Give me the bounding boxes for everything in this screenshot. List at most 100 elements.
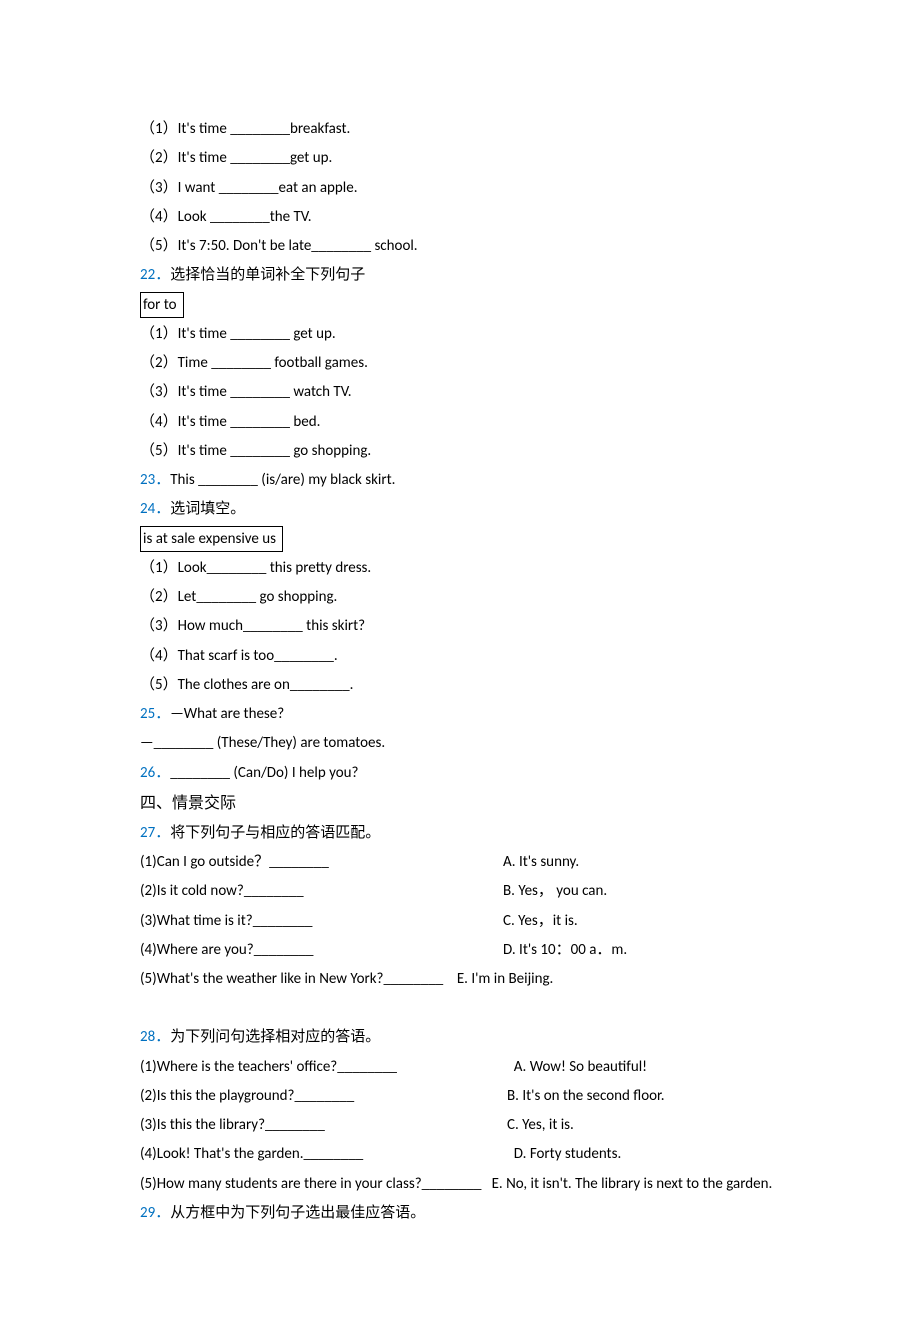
item-pre: How much	[178, 617, 243, 635]
blank[interactable]: ________	[243, 612, 303, 641]
blank[interactable]: ________	[294, 1082, 354, 1111]
blank[interactable]: ________	[230, 408, 290, 437]
item-num: （2）	[140, 588, 178, 606]
blank[interactable]: ________	[230, 320, 290, 349]
item-pre: It's time	[178, 413, 231, 431]
q25-line2: —________ (These/They) are tomatoes.	[140, 729, 790, 758]
q25-pre: —	[140, 734, 154, 752]
match-left: (3)Is this the library?	[140, 1116, 265, 1134]
q22-item-2: （2）Time ________ football games.	[140, 349, 790, 378]
match-left: (4)Where are you?	[140, 941, 254, 959]
q22-item-1: （1）It's time ________ get up.	[140, 320, 790, 349]
q29-prompt: 从方框中为下列句子选出最佳应答语。	[170, 1205, 425, 1221]
q24-item-1: （1）Look________ this pretty dress.	[140, 554, 790, 583]
q22-box-line: for to	[140, 291, 790, 320]
blank[interactable]: ________	[219, 174, 279, 203]
blank[interactable]: ________	[207, 554, 267, 583]
q24-item-5: （5）The clothes are on________.	[140, 671, 790, 700]
blank[interactable]: ________	[290, 671, 350, 700]
item-pre: Let	[178, 588, 197, 606]
item-num: （2）	[140, 149, 178, 167]
match-right: C. Yes，it is.	[503, 907, 578, 936]
item-pre: It's time	[178, 120, 231, 138]
blank[interactable]: ________	[244, 877, 304, 906]
item-post: this pretty dress.	[266, 559, 371, 577]
item-post: this skirt?	[303, 617, 365, 635]
match-left: (4)Look! That's the garden.	[140, 1145, 304, 1163]
spacer	[140, 994, 790, 1023]
q21-item-3: （3）I want ________eat an apple.	[140, 174, 790, 203]
q26-post: (Can/Do) I help you?	[230, 764, 358, 782]
blank[interactable]: ________	[230, 437, 290, 466]
question-number: 25．	[140, 705, 170, 723]
item-post: school.	[371, 237, 418, 255]
q27-row-3: (3)What time is it?________ C. Yes，it is…	[140, 907, 790, 936]
word-box: is at sale expensive us	[140, 526, 283, 552]
q22-item-5: （5）It's time ________ go shopping.	[140, 437, 790, 466]
blank[interactable]: ________	[170, 759, 230, 788]
item-num: （1）	[140, 559, 178, 577]
question-number: 28．	[140, 1028, 170, 1046]
blank[interactable]: ________	[269, 848, 329, 877]
blank[interactable]: ________	[230, 144, 290, 173]
item-pre: It's time	[178, 383, 231, 401]
item-pre: That scarf is too	[178, 647, 275, 665]
blank[interactable]: ________	[198, 466, 258, 495]
question-number: 22．	[140, 266, 170, 284]
q24-item-3: （3）How much________ this skirt?	[140, 612, 790, 641]
item-num: （1）	[140, 120, 178, 138]
item-pre: Look	[178, 208, 210, 226]
blank[interactable]: ________	[210, 203, 270, 232]
q27-row-1: (1)Can I go outside？________ A. It's sun…	[140, 848, 790, 877]
blank[interactable]: ________	[337, 1053, 397, 1082]
section-4-heading: 四、情景交际	[140, 788, 790, 819]
blank[interactable]: ________	[230, 378, 290, 407]
q22-item-3: （3）It's time ________ watch TV.	[140, 378, 790, 407]
match-left: (5)How many students are there in your c…	[140, 1175, 422, 1193]
item-num: （1）	[140, 325, 178, 343]
item-pre: It's time	[178, 442, 231, 460]
q22-item-4: （4）It's time ________ bed.	[140, 408, 790, 437]
q23-post: (is/are) my black skirt.	[258, 471, 396, 489]
match-right: E. No, it isn't. The library is next to …	[481, 1175, 772, 1193]
match-left: (1)Where is the teachers' office?	[140, 1058, 337, 1076]
blank[interactable]: ________	[254, 936, 314, 965]
blank[interactable]: ________	[274, 642, 334, 671]
blank[interactable]: ________	[422, 1170, 482, 1199]
item-num: （3）	[140, 617, 178, 635]
q28-prompt-line: 28．为下列问句选择相对应的答语。	[140, 1023, 790, 1052]
q28-row-3: (3)Is this the library?________ C. Yes, …	[140, 1111, 790, 1140]
q27-prompt: 将下列句子与相应的答语匹配。	[170, 825, 380, 841]
item-pre: I want	[178, 179, 219, 197]
item-post: football games.	[271, 354, 368, 372]
q28-prompt: 为下列问句选择相对应的答语。	[170, 1029, 380, 1045]
blank[interactable]: ________	[304, 1140, 364, 1169]
item-post: get up.	[290, 149, 332, 167]
item-post: watch TV.	[290, 383, 352, 401]
item-pre: Look	[178, 559, 207, 577]
item-post: eat an apple.	[278, 179, 357, 197]
question-number: 29．	[140, 1204, 170, 1222]
item-post: breakfast.	[290, 120, 350, 138]
blank[interactable]: ________	[211, 349, 271, 378]
match-left: (2)Is this the playground?	[140, 1087, 294, 1105]
q28-row-2: (2)Is this the playground?________ B. It…	[140, 1082, 790, 1111]
item-num: （4）	[140, 647, 178, 665]
blank[interactable]: ________	[384, 965, 444, 994]
blank[interactable]: ________	[265, 1111, 325, 1140]
blank[interactable]: ________	[311, 232, 371, 261]
word-box: for to	[140, 292, 184, 318]
item-pre: The clothes are on	[178, 676, 290, 694]
blank[interactable]: ________	[230, 115, 290, 144]
item-post: get up.	[290, 325, 336, 343]
q25-line1: 25．—What are these?	[140, 700, 790, 729]
match-right: D. Forty students.	[507, 1140, 621, 1169]
q21-item-5: （5）It's 7:50. Don't be late________ scho…	[140, 232, 790, 261]
blank[interactable]: ________	[253, 907, 313, 936]
q25-post: (These/They) are tomatoes.	[213, 734, 385, 752]
q29-prompt-line: 29．从方框中为下列句子选出最佳应答语。	[140, 1199, 790, 1228]
q28-row-5: (5)How many students are there in your c…	[140, 1170, 790, 1199]
blank[interactable]: ________	[154, 729, 214, 758]
blank[interactable]: ________	[196, 583, 256, 612]
item-pre: It's 7:50. Don't be late	[178, 237, 312, 255]
